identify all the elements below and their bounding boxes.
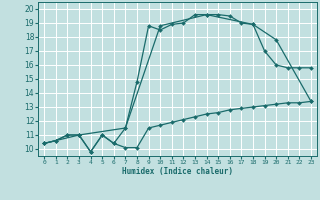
X-axis label: Humidex (Indice chaleur): Humidex (Indice chaleur) (122, 167, 233, 176)
